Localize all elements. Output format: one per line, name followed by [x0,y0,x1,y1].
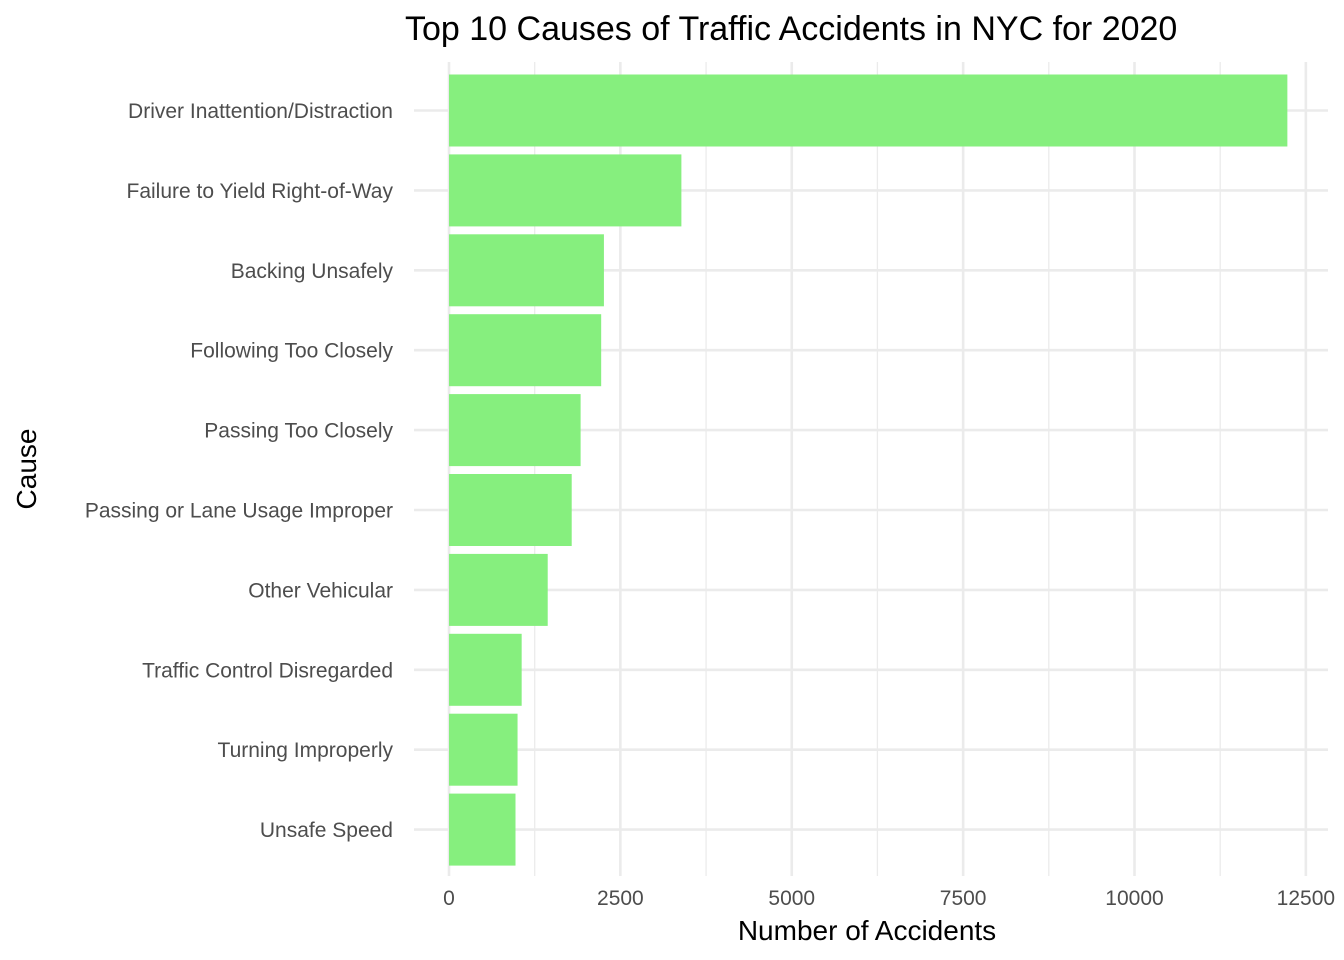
bar [449,234,604,307]
x-tick-labels: 0 2500 5000 7500 10000 12500 [443,887,1335,910]
bar [449,633,522,706]
bar [449,394,581,467]
y-tick-label: Passing or Lane Usage Improper [85,500,393,523]
y-axis-title: Cause [11,429,42,510]
bar [449,713,518,786]
y-tick-label: Backing Unsafely [231,260,394,283]
y-tick-label: Passing Too Closely [204,420,393,443]
bar [449,553,548,626]
bars [449,74,1288,866]
y-tick-label: Traffic Control Disregarded [142,659,393,682]
chart-title: Top 10 Causes of Traffic Accidents in NY… [405,10,1177,48]
x-axis-title: Number of Accidents [738,915,996,946]
x-tick-label: 5000 [768,887,815,910]
y-tick-label: Turning Improperly [218,739,394,762]
x-tick-label: 0 [443,887,455,910]
bar [449,793,516,866]
x-tick-label: 12500 [1277,887,1335,910]
y-tick-labels: Driver Inattention/Distraction Failure to… [85,100,394,842]
x-tick-label: 10000 [1105,887,1163,910]
bar [449,74,1288,147]
y-tick-label: Unsafe Speed [260,819,393,842]
x-tick-label: 2500 [597,887,644,910]
y-tick-label: Following Too Closely [190,340,393,363]
y-tick-label: Driver Inattention/Distraction [128,100,393,123]
x-tick-label: 7500 [940,887,987,910]
y-tick-label: Failure to Yield Right-of-Way [127,180,394,203]
bar [449,154,682,227]
bar [449,314,602,387]
y-tick-label: Other Vehicular [248,579,393,602]
bar [449,474,572,546]
